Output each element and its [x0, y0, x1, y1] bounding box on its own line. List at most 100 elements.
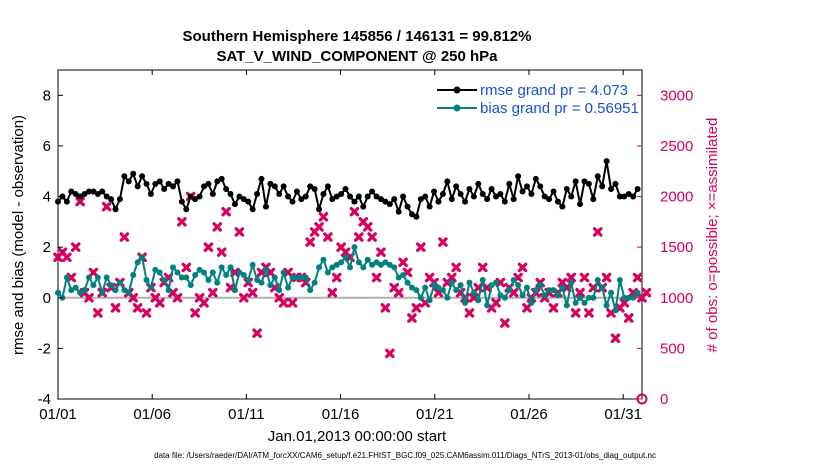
y-axis-label: rmse and bias (model - observation)	[10, 115, 27, 355]
obs-assimilated-marker	[278, 298, 289, 308]
rmse-point	[457, 191, 464, 198]
rmse-point	[546, 196, 553, 203]
bias-point	[493, 279, 499, 286]
bias-point	[112, 287, 119, 294]
rmse-point	[488, 185, 495, 192]
rmse-point	[170, 183, 177, 190]
obs-assimilated-marker	[199, 298, 209, 308]
obs-assimilated-marker	[566, 272, 577, 283]
obs-assimilated-marker	[641, 287, 652, 298]
rmse-point	[125, 178, 132, 185]
bias-point	[236, 269, 243, 276]
rmse-point	[382, 198, 389, 205]
bias-point	[249, 261, 256, 268]
rmse-point	[528, 191, 535, 198]
y2-tick-label: 1000	[660, 290, 693, 307]
obs-assimilated-marker	[287, 298, 298, 308]
obs-assimilated-marker	[331, 272, 342, 283]
rmse-point	[360, 203, 367, 210]
rmse-point	[192, 196, 199, 203]
rmse-point	[506, 180, 513, 187]
bias-point	[515, 282, 522, 289]
obs-assimilated-marker	[610, 333, 621, 344]
rmse-point	[625, 191, 632, 198]
rmse-point	[408, 211, 415, 218]
rmse-point	[298, 196, 305, 203]
rmse-point	[218, 175, 225, 182]
rmse-point	[599, 183, 606, 190]
bias-point	[192, 271, 199, 278]
rmse-point	[479, 191, 486, 198]
obs-assimilated-marker	[252, 328, 262, 338]
obs-assimilated-marker	[62, 252, 72, 263]
rmse-point	[541, 193, 548, 200]
bias-point	[457, 282, 464, 289]
obs-assimilated-marker	[584, 308, 594, 318]
bias-point	[572, 299, 579, 306]
bias-point	[546, 287, 553, 294]
bias-point	[426, 297, 433, 304]
bias-point	[72, 284, 79, 291]
obs-assimilated-marker	[517, 262, 528, 273]
rmse-point	[227, 191, 234, 198]
y-tick-label: 2	[43, 239, 51, 256]
rmse-point	[112, 206, 119, 213]
rmse-point	[466, 185, 473, 192]
bias-point	[165, 287, 172, 294]
bias-point	[448, 279, 455, 286]
bias-point	[147, 284, 154, 291]
rmse-point	[395, 208, 402, 215]
obs-assimilated-marker	[438, 237, 448, 247]
rmse-point	[563, 185, 570, 192]
rmse-point	[116, 196, 123, 203]
rmse-point	[187, 193, 194, 200]
obs-assimilated-marker	[349, 206, 360, 217]
obs-assimilated-marker	[128, 292, 139, 303]
rmse-point	[462, 198, 469, 205]
bias-point	[355, 259, 362, 266]
bias-point	[625, 294, 632, 301]
rmse-point	[139, 173, 146, 180]
bias-point	[214, 279, 221, 286]
rmse-point	[386, 201, 393, 208]
rmse-point	[559, 203, 566, 210]
bias-point	[262, 266, 269, 273]
bias-point	[364, 256, 371, 263]
legend: rmse grand pr = 4.073 bias grand pr = 0.…	[437, 82, 639, 117]
bias-point	[519, 292, 526, 299]
rmse-point	[634, 185, 641, 192]
bias-point	[523, 284, 530, 291]
obs-assimilated-marker	[70, 242, 81, 252]
rmse-point	[373, 193, 380, 200]
y2-tick-label: 3000	[660, 87, 693, 104]
bias-point	[99, 289, 106, 296]
bias-point	[630, 294, 637, 301]
bias-point	[94, 274, 101, 281]
obs-assimilated-marker	[181, 262, 192, 273]
rmse-point	[391, 196, 398, 203]
obs-assimilated-marker	[88, 267, 99, 278]
bias-point	[342, 254, 349, 261]
bias-point	[333, 261, 340, 268]
obs-assimilated-marker	[190, 308, 200, 318]
bias-point	[77, 289, 84, 296]
rmse-point	[422, 193, 429, 200]
bias-point	[439, 287, 446, 294]
bias-point	[550, 287, 557, 294]
obs-assimilated-marker	[66, 272, 77, 283]
bias-point	[130, 271, 137, 278]
bias-point	[581, 299, 588, 306]
bias-point	[453, 287, 460, 294]
y2-tick-label: 2500	[660, 138, 693, 155]
rmse-point	[108, 196, 115, 203]
obs-assimilated-marker	[172, 292, 183, 303]
bias-point	[621, 294, 628, 301]
rmse-point	[209, 191, 216, 198]
obs-assimilated-marker	[247, 287, 258, 298]
rmse-point	[523, 183, 530, 190]
rmse-point	[369, 188, 376, 195]
bias-point	[599, 284, 606, 291]
obs-assimilated-marker	[619, 298, 630, 308]
rmse-point	[364, 193, 371, 200]
rmse-point	[400, 193, 407, 200]
